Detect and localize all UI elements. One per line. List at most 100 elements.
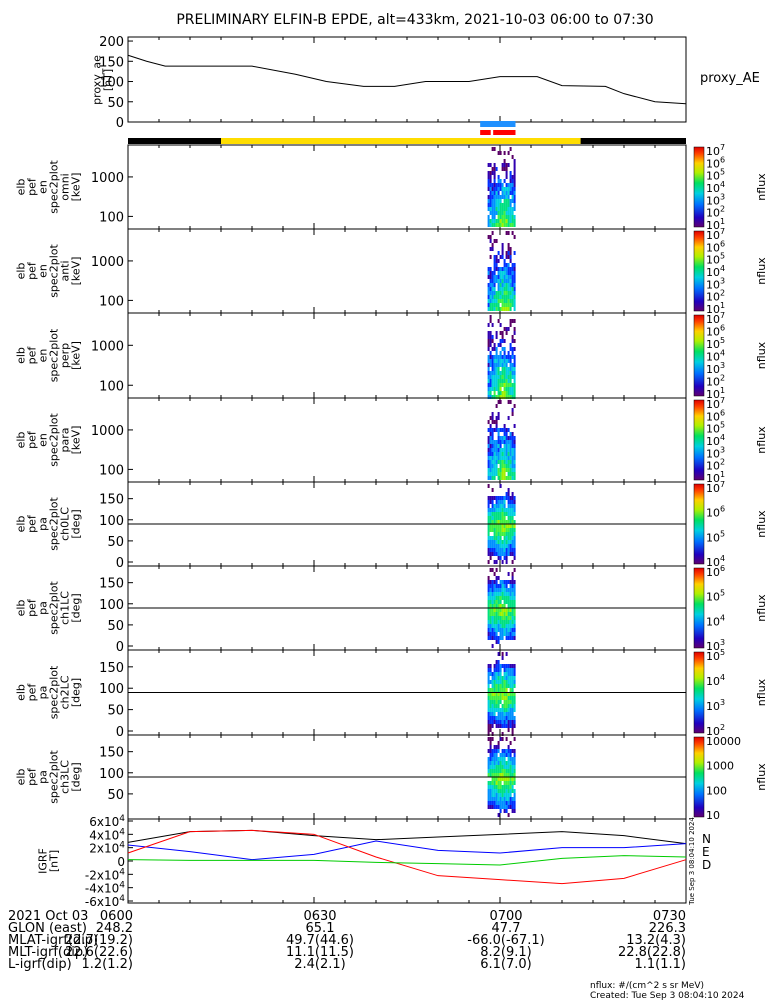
spectrogram-cell <box>497 552 500 556</box>
spectrogram-cell <box>489 191 492 195</box>
y-axis-label-line: pa <box>37 686 50 700</box>
spectrogram-cell <box>489 187 492 191</box>
spectrogram-cell <box>511 383 514 387</box>
spectrogram-cell <box>507 704 510 708</box>
spectrogram-cell <box>505 255 508 259</box>
spectrogram-cell <box>489 608 492 612</box>
colorbar-tick-label: 107 <box>706 227 725 242</box>
y-axis-label-line: [keV] <box>70 426 83 455</box>
spectrogram-cell <box>505 251 508 255</box>
spectrogram-cell <box>497 624 500 628</box>
spectrogram-cell <box>507 456 510 460</box>
spectrogram-cell <box>495 528 498 532</box>
spectrogram-cell <box>491 379 494 383</box>
spectrogram-cell <box>513 339 516 343</box>
spectrogram-cell <box>497 672 500 676</box>
spectrogram-cell <box>507 540 510 544</box>
spectrogram-cell <box>503 805 506 809</box>
spectrogram-cell <box>511 492 514 496</box>
spectrogram-cell <box>495 584 498 588</box>
spectrogram-cell <box>501 688 504 692</box>
spectrogram-cell <box>491 303 494 307</box>
spectrogram-cell <box>499 151 502 155</box>
spectrogram-cell <box>489 704 492 708</box>
spectrogram-cell <box>499 400 502 404</box>
spectrogram-cell <box>503 524 506 528</box>
spectrogram-cell <box>507 628 510 632</box>
spectrogram-cell <box>511 319 514 323</box>
spectrogram-cell <box>487 672 490 676</box>
spectrogram-cell <box>505 708 508 712</box>
spectrogram-cell <box>503 616 506 620</box>
spectrogram-cell <box>503 592 506 596</box>
spectrogram-cell <box>487 524 490 528</box>
spectrogram-cell <box>489 195 492 199</box>
spectrogram-cell <box>493 175 496 179</box>
spectrogram-cell <box>491 359 494 363</box>
spectrogram-cell <box>501 383 504 387</box>
spectrogram-cell <box>513 720 516 724</box>
spectrogram-cell <box>493 548 496 552</box>
spectrogram-cell <box>511 215 514 219</box>
spectrogram-cell <box>505 375 508 379</box>
spectrogram-cell <box>499 769 502 773</box>
spectrogram-cell <box>503 195 506 199</box>
colorbar-tick-label: 104 <box>706 673 725 688</box>
spectrogram-cell <box>499 472 502 476</box>
spectrogram-cell <box>503 347 506 351</box>
spectrogram-cell <box>507 600 510 604</box>
spectrogram-cell <box>503 540 506 544</box>
spectrogram-cell <box>487 187 490 191</box>
spectrogram-cell <box>489 548 492 552</box>
spectrogram-cell <box>503 303 506 307</box>
spectrogram-cell <box>507 464 510 468</box>
spectrogram-cell <box>511 199 514 203</box>
x-axis-row-value: 0730 <box>653 909 686 924</box>
spectrogram-cell <box>499 271 502 275</box>
colorbar-tick-label: 107 <box>706 480 725 495</box>
spectrogram-cell <box>493 383 496 387</box>
spectrogram-cell <box>503 472 506 476</box>
spectrogram-cell <box>487 785 490 789</box>
spectrogram-cell <box>507 283 510 287</box>
spectrogram-cell <box>489 544 492 548</box>
spectrogram-cell <box>499 632 502 636</box>
spectrogram-cell <box>489 516 492 520</box>
y-tick-label: 100 <box>99 682 124 697</box>
y-axis-label-line: [nT] <box>102 69 115 91</box>
spectrogram-cell <box>513 548 516 552</box>
spectrogram-cell <box>505 432 508 436</box>
spectrogram-cell <box>509 720 512 724</box>
spectrogram-cell <box>501 680 504 684</box>
spectrogram-cell <box>493 801 496 805</box>
spectrogram-cell <box>505 793 508 797</box>
spectrogram-cell <box>499 207 502 211</box>
spectrogram-cell <box>505 636 508 640</box>
spectrogram-cell <box>495 628 498 632</box>
spectrogram-cell <box>497 251 500 255</box>
spectrogram-cell <box>499 504 502 508</box>
spectrogram-cell <box>495 424 498 428</box>
spectrogram-cell <box>491 805 494 809</box>
spectrogram-cell <box>497 319 500 323</box>
spectrogram-cell <box>509 785 512 789</box>
spectrogram-cell <box>501 215 504 219</box>
spectrogram-cell <box>495 789 498 793</box>
spectrogram-cell <box>489 612 492 616</box>
spectrogram-cell <box>495 195 498 199</box>
spectrogram-cell <box>509 303 512 307</box>
spectrogram-cell <box>499 548 502 552</box>
spectrogram-cell <box>499 448 502 452</box>
spectrogram-cell <box>509 528 512 532</box>
spectrogram-cell <box>501 395 504 399</box>
spectrogram-cell <box>499 291 502 295</box>
spectrogram-cell <box>507 757 510 761</box>
spectrogram-cell <box>513 544 516 548</box>
spectrogram-cell <box>505 367 508 371</box>
spectrogram-cell <box>499 195 502 199</box>
spectrogram-cell <box>511 797 514 801</box>
colorbar-tick-label: 106 <box>706 155 725 170</box>
spectrogram-cell <box>507 391 510 395</box>
spectrogram-cell <box>507 468 510 472</box>
spectrogram-cell <box>511 464 514 468</box>
